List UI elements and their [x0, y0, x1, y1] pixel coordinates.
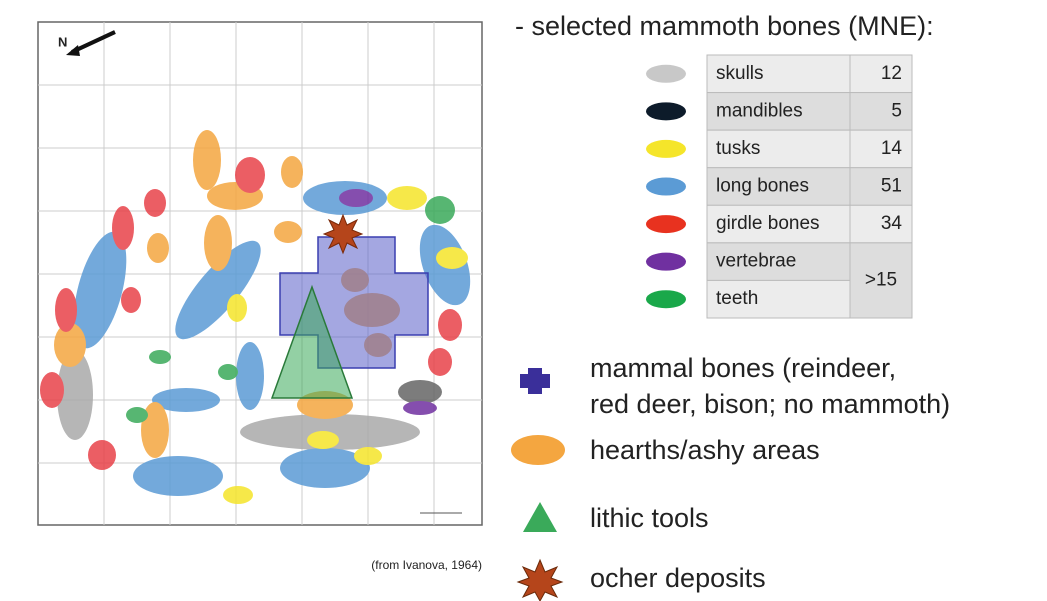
lithic-icon	[523, 502, 557, 532]
color-swatch	[646, 290, 686, 309]
legend-text: hearths/ashy areas	[590, 435, 820, 465]
row-label: teeth	[716, 288, 758, 309]
row-value: 51	[881, 176, 902, 197]
row-label: skulls	[716, 63, 764, 84]
color-swatch	[646, 139, 686, 158]
lower-legend: mammal bones (reindeer, red deer, bison; …	[511, 353, 950, 601]
value-cell	[849, 167, 913, 206]
north-arrow	[71, 30, 116, 54]
ocher-icon	[516, 558, 564, 601]
row-label: tusks	[716, 138, 760, 159]
legend-text: red deer, bison; no mammoth)	[590, 389, 950, 419]
bone-table: skulls 12 mandibles 5 tusks 14 long bones 51 gir…	[646, 54, 913, 319]
north-label: N	[58, 34, 67, 49]
value-cell	[849, 92, 913, 131]
row-label: mandibles	[716, 100, 803, 121]
lithic-tools-area	[270, 284, 354, 399]
legend-text: mammal bones (reindeer,	[590, 353, 896, 383]
label-cell	[706, 92, 851, 131]
label-cell	[706, 204, 851, 244]
row-label: long bones	[716, 176, 809, 197]
legend-title: - selected mammoth bones (MNE):	[515, 11, 934, 41]
value-cell	[849, 204, 913, 244]
site-map: N (from Ivanova, 1964)	[37, 21, 483, 572]
label-cell	[706, 129, 851, 169]
source-caption: (from Ivanova, 1964)	[371, 558, 482, 572]
north-arrow-head	[66, 45, 80, 56]
row-label: vertebrae	[716, 251, 796, 272]
legend-text: lithic tools	[590, 503, 709, 533]
color-swatch	[646, 177, 686, 196]
legend-text: ocher deposits	[590, 563, 766, 593]
color-swatch	[646, 102, 686, 121]
row-value: 34	[881, 213, 903, 234]
row-label: girdle bones	[716, 213, 820, 234]
merged-cell	[849, 242, 913, 319]
merged-value: >15	[865, 269, 897, 290]
row-value: 12	[881, 63, 902, 84]
ocher-deposit	[322, 213, 364, 255]
hearth-icon	[511, 435, 565, 465]
color-swatch	[646, 252, 686, 271]
mammal-bones-area	[279, 236, 429, 369]
color-swatch	[646, 215, 686, 234]
row-value: 5	[891, 100, 902, 121]
mammal-bones-icon	[520, 368, 550, 394]
color-swatch	[646, 64, 686, 83]
row-value: 14	[881, 138, 903, 159]
label-cell	[706, 167, 851, 206]
